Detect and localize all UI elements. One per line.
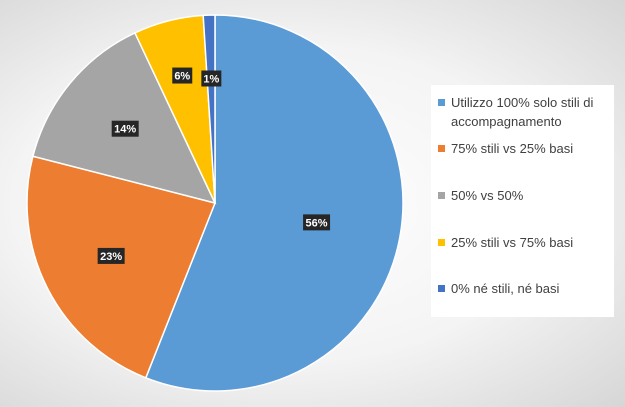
data-label-text: 6% — [174, 71, 190, 83]
data-label-5: 1% — [201, 70, 222, 87]
data-label-box — [172, 67, 193, 84]
legend-item: 50% vs 50% — [438, 186, 610, 205]
data-label-1: 56% — [303, 214, 331, 231]
data-label-text: 14% — [114, 124, 136, 136]
pie-slice-1 — [144, 14, 404, 392]
data-label-box — [111, 120, 139, 137]
legend-label: 50% vs 50% — [451, 188, 524, 203]
pie-slice-2 — [26, 155, 217, 379]
legend-label: Utilizzo 100% solo stili di accompagname… — [451, 95, 594, 129]
legend-swatch — [438, 145, 445, 152]
legend-item: Utilizzo 100% solo stili di accompagname… — [438, 93, 610, 131]
legend: Utilizzo 100% solo stili di accompagname… — [431, 85, 614, 317]
legend-swatch — [438, 285, 445, 292]
data-label-text: 56% — [306, 217, 328, 229]
legend-label: 0% né stili, né basi — [451, 281, 560, 296]
pie-slice-5 — [202, 14, 216, 204]
data-label-text: 23% — [100, 251, 122, 263]
data-label-box — [303, 214, 331, 231]
legend-label: 75% stili vs 25% basi — [451, 141, 574, 156]
data-label-box — [201, 70, 222, 87]
data-label-text: 1% — [203, 73, 219, 85]
legend-swatch — [438, 192, 445, 199]
legend-item: 0% né stili, né basi — [438, 279, 610, 298]
legend-item: 25% stili vs 75% basi — [438, 233, 610, 252]
legend-swatch — [438, 239, 445, 246]
legend-item: 75% stili vs 25% basi — [438, 139, 610, 158]
data-label-2: 23% — [97, 247, 125, 264]
pie-slice-3 — [31, 31, 217, 205]
legend-label: 25% stili vs 75% basi — [451, 235, 574, 250]
legend-swatch — [438, 99, 445, 106]
data-label-3: 14% — [111, 120, 139, 137]
data-label-4: 6% — [172, 67, 193, 84]
data-label-box — [97, 247, 125, 264]
